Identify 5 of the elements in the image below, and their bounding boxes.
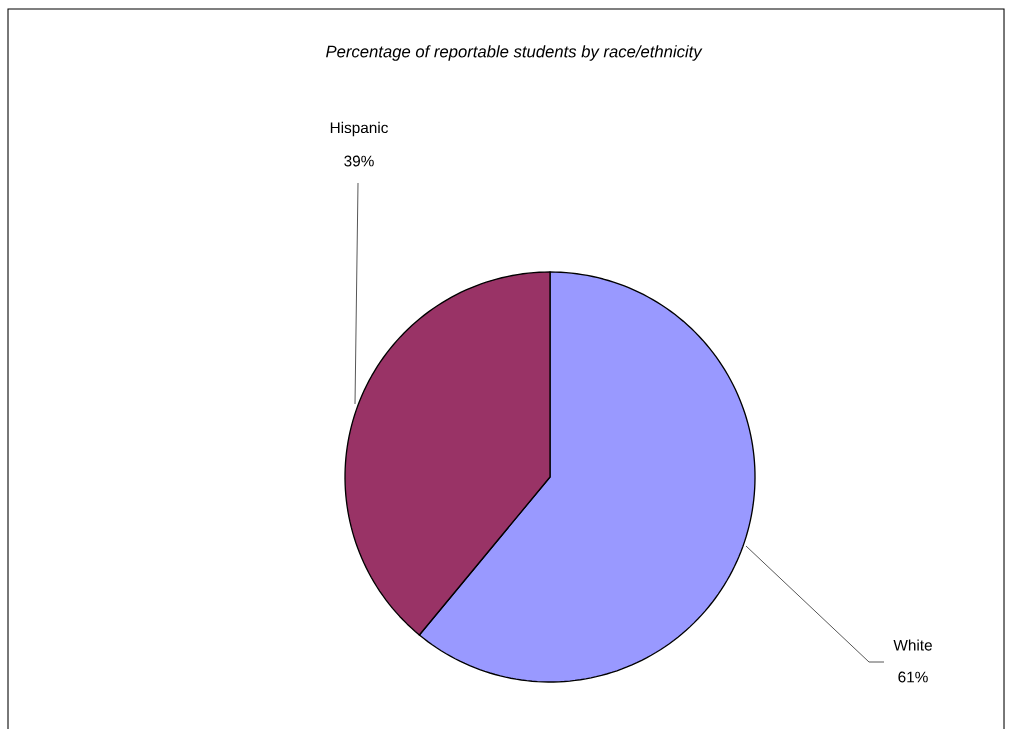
slice-label: White — [893, 639, 932, 651]
slice-label: Hispanic — [330, 121, 388, 137]
chart-title: Percentage of reportable students by race/ethnicity — [326, 45, 703, 61]
data-label: 61% — [898, 671, 928, 683]
data-label: 39% — [344, 155, 374, 167]
